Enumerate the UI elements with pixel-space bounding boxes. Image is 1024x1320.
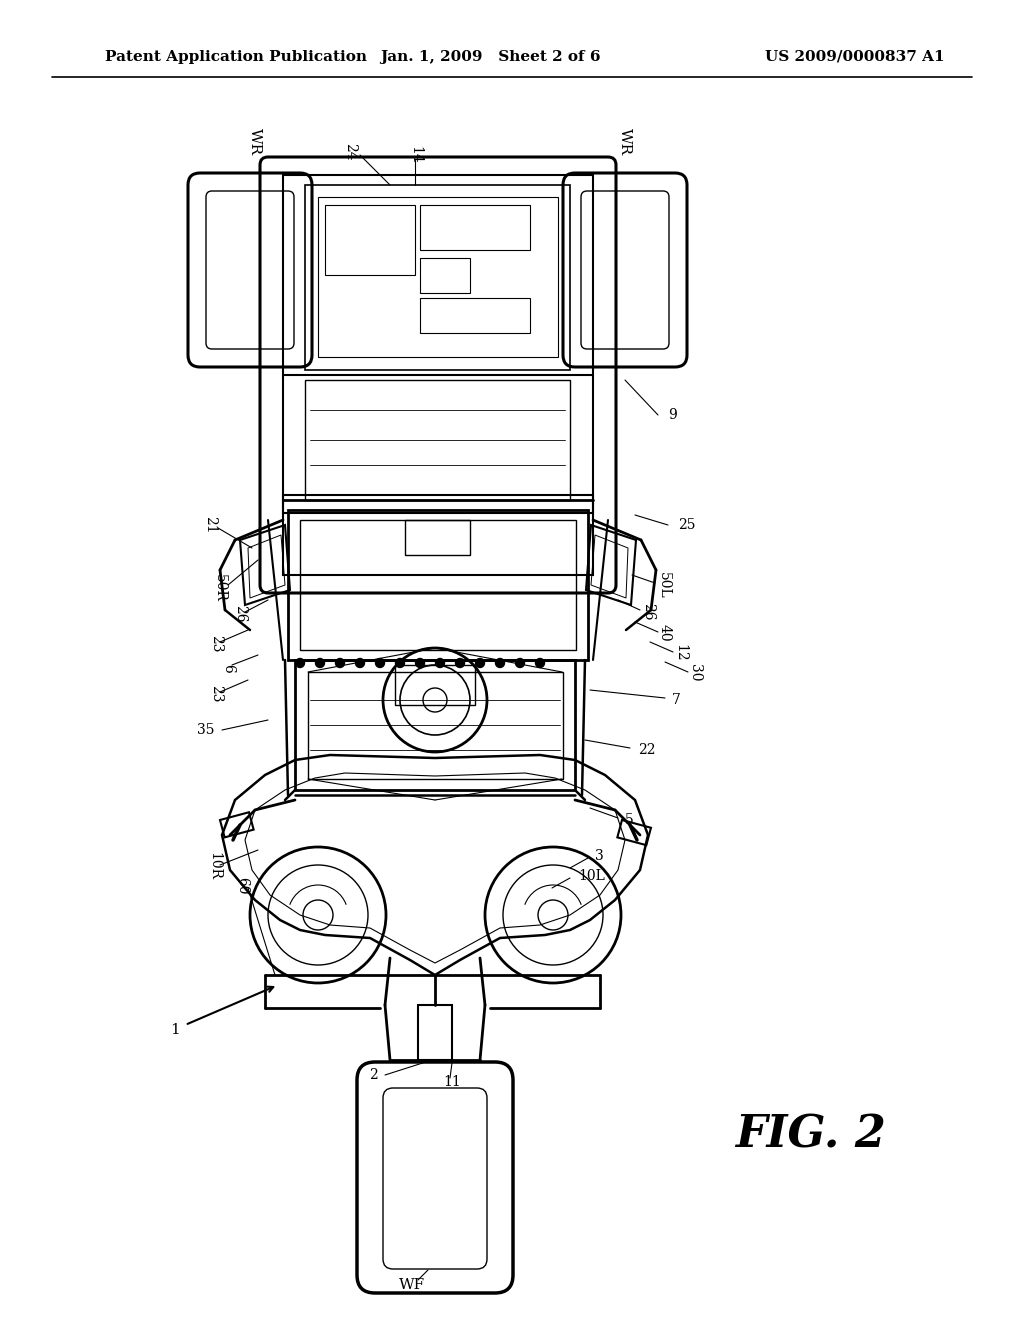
Circle shape [456,659,465,668]
Bar [395,665,475,705]
Circle shape [355,659,365,668]
Bar [283,495,593,513]
Bar [420,205,530,249]
Text: 6: 6 [221,664,234,672]
Bar [318,197,558,356]
Text: 1: 1 [170,1023,180,1038]
Bar [418,1005,452,1060]
Text: 22: 22 [638,743,655,756]
Bar [617,820,651,845]
Circle shape [515,659,524,668]
Text: 12: 12 [673,644,687,661]
Circle shape [475,659,484,668]
Text: 50L: 50L [657,572,671,598]
Bar [288,510,588,660]
Text: 9: 9 [668,408,677,422]
Text: 24: 24 [343,143,357,161]
Bar [300,520,575,649]
Circle shape [536,659,545,668]
Text: 23: 23 [209,635,223,653]
Circle shape [435,659,444,668]
Text: 10R: 10R [207,851,221,880]
Text: 21: 21 [203,516,217,533]
Text: 23: 23 [209,685,223,702]
Bar [283,176,593,576]
Text: US 2009/0000837 A1: US 2009/0000837 A1 [765,50,945,63]
Circle shape [336,659,344,668]
Text: Patent Application Publication: Patent Application Publication [105,50,367,63]
Bar [420,298,530,333]
Text: 5: 5 [625,813,634,828]
Circle shape [395,659,404,668]
Bar [220,812,254,837]
Bar [305,380,570,500]
Circle shape [296,659,304,668]
Circle shape [315,659,325,668]
Text: WR: WR [248,128,262,156]
Bar [406,520,470,554]
Text: 30: 30 [688,664,702,681]
Bar [305,185,570,370]
Text: 10L: 10L [578,869,605,883]
Bar [325,205,415,275]
Text: Jan. 1, 2009   Sheet 2 of 6: Jan. 1, 2009 Sheet 2 of 6 [380,50,600,63]
Text: 25: 25 [678,517,695,532]
Circle shape [376,659,384,668]
Bar [308,672,563,779]
Text: WF: WF [399,1278,425,1292]
Text: 26: 26 [233,606,247,623]
Text: 26: 26 [641,603,655,620]
Text: 3: 3 [595,849,604,863]
Text: 40: 40 [658,624,672,642]
Text: 35: 35 [198,723,215,737]
Circle shape [416,659,425,668]
Text: 14: 14 [408,147,422,164]
Text: 50R: 50R [213,574,227,602]
Text: 11: 11 [443,1074,461,1089]
Text: FIG. 2: FIG. 2 [734,1114,886,1156]
Bar [295,660,575,789]
Text: 2: 2 [370,1068,378,1082]
Bar [420,257,470,293]
Text: 60: 60 [234,878,249,895]
Text: 7: 7 [672,693,681,708]
Circle shape [496,659,505,668]
Text: WR: WR [618,128,632,156]
